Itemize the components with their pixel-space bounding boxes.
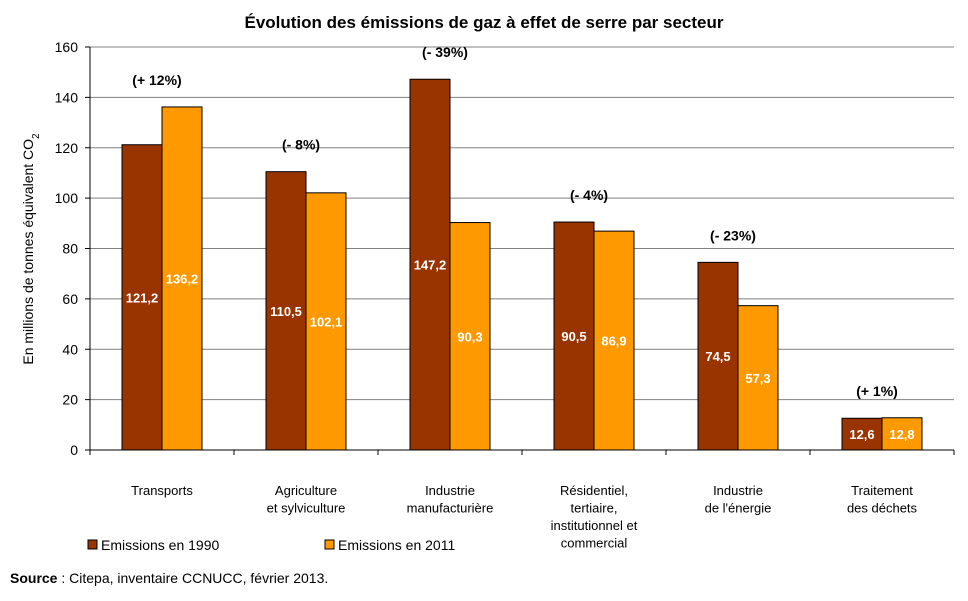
data-label-1990: 110,5 [270,304,302,319]
change-annotation: (- 39%) [422,44,468,60]
bar-1990 [265,171,307,451]
y-tick-label: 140 [55,89,79,105]
category-label: Résidentiel, [560,483,628,498]
source-text: : Citepa, inventaire CCNUCC, février 201… [57,570,329,586]
source-note: Source : Citepa, inventaire CCNUCC, févr… [10,570,328,586]
data-label-2011: 90,3 [457,329,482,344]
bar-2011 [881,417,923,451]
y-tick-label: 100 [55,190,79,206]
data-label-2011: 86,9 [601,334,626,349]
legend-label-2011: Emissions en 2011 [338,537,455,553]
change-annotation: (- 8%) [282,137,320,153]
bar-1990 [553,221,595,451]
change-annotation: (+ 12%) [132,72,181,88]
data-label-2011: 12,8 [889,427,914,442]
y-axis-label-subscript: 2 [31,133,42,139]
category-label: institutionnel et [551,518,638,533]
change-annotation: (- 23%) [710,227,756,243]
bar-2011 [305,192,347,451]
category-label: tertiaire, [571,501,618,516]
change-annotation: (+ 1%) [856,383,898,399]
category-label: de l'énergie [705,501,772,516]
legend-label-1990: Emissions en 1990 [101,537,220,553]
category-label: Agriculture [275,483,337,498]
y-axis-label: En millions de tonnes équivalent CO2 [20,133,42,365]
y-tick-label: 40 [62,341,78,357]
category-label: Industrie [425,483,475,498]
data-label-1990: 121,2 [126,290,159,305]
bar-2011 [161,106,203,451]
source-label: Source [10,570,58,586]
bar-1990 [121,144,163,451]
category-label: commercial [561,536,628,551]
bar-2011 [737,305,779,451]
data-label-1990: 147,2 [414,258,447,273]
category-label: et sylviculture [267,501,346,516]
y-tick-label: 0 [70,442,78,458]
chart-title: Évolution des émissions de gaz à effet d… [244,13,723,32]
category-label: Industrie [713,483,763,498]
y-tick-label: 160 [55,39,79,55]
change-annotation: (- 4%) [570,187,608,203]
data-label-1990: 90,5 [561,329,586,344]
y-tick-label: 120 [55,140,79,156]
y-tick-label: 80 [62,241,78,257]
data-label-1990: 74,5 [705,349,730,364]
legend-swatch-2011 [324,539,335,550]
bar-2011 [449,222,491,451]
data-label-2011: 102,1 [310,314,343,329]
data-label-2011: 136,2 [166,271,199,286]
y-axis-label-text: En millions de tonnes équivalent CO [20,139,36,365]
bar-2011 [593,230,635,451]
legend-swatch-1990 [87,539,98,550]
category-label: Traitement [851,483,913,498]
data-label-1990: 12,6 [849,427,874,442]
y-tick-label: 20 [62,392,78,408]
category-label: des déchets [847,501,918,516]
category-label: Transports [131,483,193,498]
y-tick-label: 60 [62,291,78,307]
data-label-2011: 57,3 [745,371,770,386]
bar-1990 [841,417,883,451]
category-label: manufacturière [407,501,494,516]
